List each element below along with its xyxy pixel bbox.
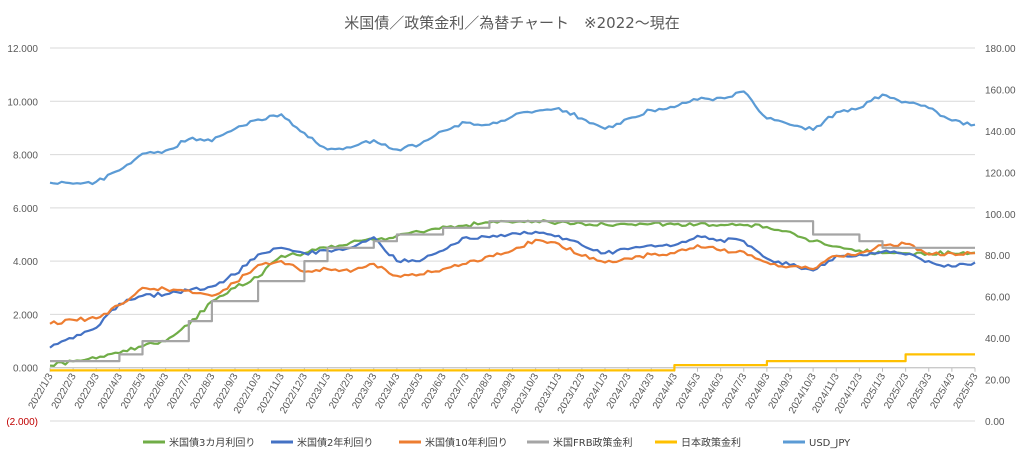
right-tick-label: 80.00 [985,251,1010,262]
right-tick-label: 0.00 [985,417,1005,428]
left-tick-label: 0.000 [13,364,38,375]
right-tick-label: 100.00 [985,210,1016,221]
left-tick-label: 8.000 [13,151,38,162]
left-tick-label: 4.000 [13,257,38,268]
left-tick-label: 6.000 [13,204,38,215]
left-tick-label: (2.000) [6,417,38,428]
left-tick-label: 2.000 [13,310,38,321]
chart-title: 米国債／政策金利／為替チャート ※2022～現在 [344,14,680,32]
left-axis: (2.000) 0.000 2.000 4.000 6.000 8.000 10.000 12… [6,44,38,428]
right-axis: 0.00 20.00 40.00 60.00 80.00 100.00 120.00 140.… [985,44,1016,428]
left-tick-label: 12.000 [7,44,38,55]
right-tick-label: 180.00 [985,44,1016,55]
series-line-3 [50,220,975,363]
legend: 米国債3カ月利回り 米国債2年利回り 米国債10年利回り 米国FRB政策金利 日本政策金… [143,436,851,449]
series-layer [49,90,976,372]
legend-label: 米国債2年利回り [297,436,373,449]
left-tick-label: 10.000 [7,97,38,108]
right-tick-label: 120.00 [985,168,1016,179]
right-tick-label: 140.00 [985,127,1016,138]
series-line-2 [49,238,976,326]
legend-label: 米国債10年利回り [425,436,508,449]
right-tick-label: 40.00 [985,334,1010,345]
legend-label: 日本政策金利 [681,436,741,449]
right-tick-label: 20.00 [985,376,1010,387]
legend-label: USD_JPY [809,438,851,449]
legend-label: 米国債3カ月利回り [169,436,255,449]
right-tick-label: 160.00 [985,85,1016,96]
series-line-4 [50,353,975,372]
series-line-5 [49,90,976,186]
legend-label: 米国FRB政策金利 [553,436,633,449]
right-tick-label: 60.00 [985,293,1010,304]
series-line-0 [49,219,976,367]
